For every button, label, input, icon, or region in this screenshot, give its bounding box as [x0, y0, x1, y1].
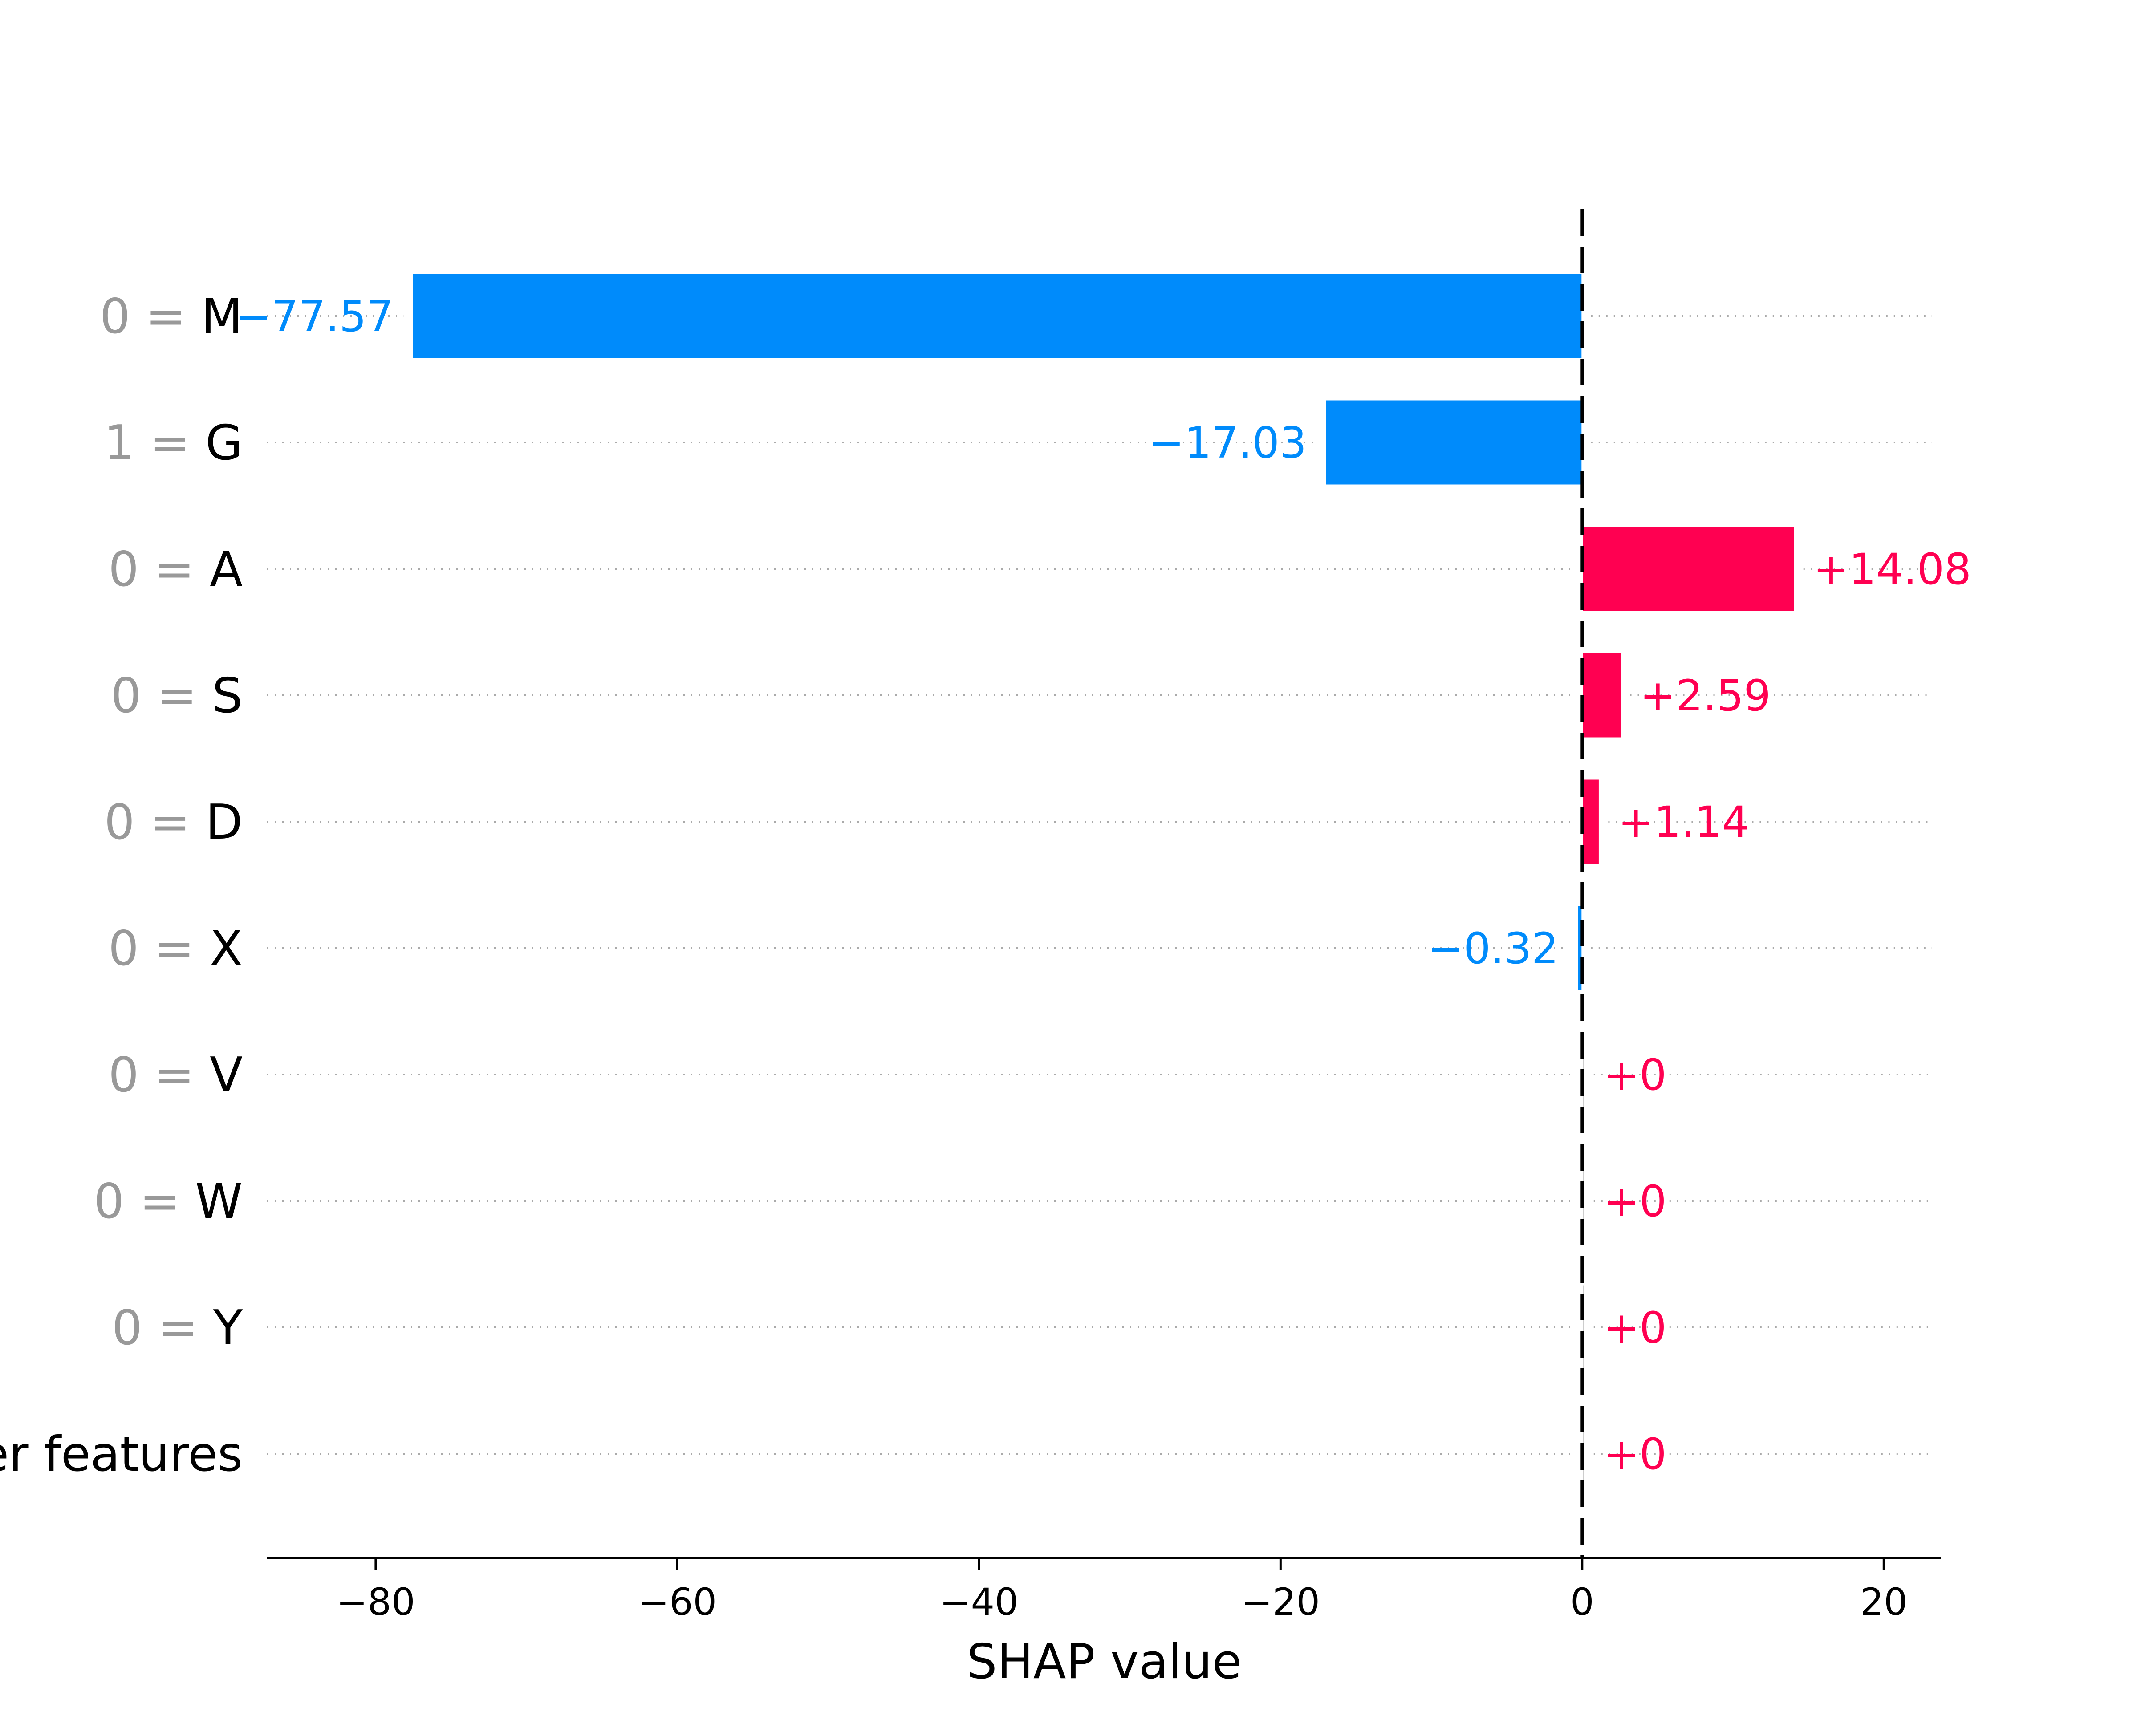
feature-value: 0 — [112, 1300, 142, 1356]
feature-value: 0 — [100, 289, 130, 345]
feature-value: 0 — [108, 921, 139, 977]
bars — [411, 272, 1796, 1497]
feature-label: 0 = V — [108, 1047, 243, 1103]
feature-name: er features — [0, 1427, 243, 1482]
feature-label: 0 = D — [104, 795, 243, 850]
value-label: −77.57 — [236, 292, 394, 341]
feature-label: 0 = M — [100, 289, 243, 345]
row-guides — [267, 315, 1932, 1455]
feature-name: A — [210, 542, 243, 597]
bar-x — [1576, 905, 1583, 992]
feature-label: 0 = W — [93, 1174, 243, 1229]
feature-name: S — [212, 668, 243, 724]
feature-value: 0 — [108, 542, 139, 597]
equals-sign: = — [139, 1047, 210, 1103]
feature-value: 0 — [111, 668, 142, 724]
feature-value: 0 — [108, 1047, 139, 1103]
equals-sign: = — [135, 795, 206, 850]
feature-name: V — [210, 1047, 243, 1103]
equals-sign: = — [139, 921, 210, 977]
value-label: +0 — [1604, 1050, 1667, 1100]
bar-m — [411, 272, 1583, 360]
feature-value: 0 — [93, 1174, 124, 1229]
feature-label: 0 = S — [111, 668, 243, 724]
x-tick-label: −40 — [939, 1580, 1018, 1624]
x-tick-label: −80 — [336, 1580, 415, 1624]
value-labels: −77.57 −17.03 +14.08 +2.59 +1.14 −0.32 +0 +0 +0 +… — [236, 292, 1971, 1479]
x-tick-label: 0 — [1570, 1580, 1594, 1624]
feature-label: 1 = G — [104, 415, 243, 471]
value-label: +0 — [1604, 1176, 1667, 1226]
equals-sign: = — [130, 289, 201, 345]
value-label: +0 — [1604, 1303, 1667, 1353]
feature-label: er features — [0, 1427, 243, 1482]
feature-value: 0 — [104, 795, 135, 850]
x-axis-title: SHAP value — [967, 1634, 1242, 1690]
feature-name: D — [206, 795, 243, 850]
feature-name: X — [210, 921, 243, 977]
bar-d — [1581, 778, 1600, 865]
value-label: −17.03 — [1149, 418, 1307, 468]
equals-sign: = — [142, 1300, 213, 1356]
bar-g — [1324, 399, 1583, 486]
feature-name: W — [195, 1174, 243, 1229]
equals-sign: = — [141, 668, 212, 724]
equals-sign: = — [134, 415, 205, 471]
feature-name: M — [201, 289, 243, 345]
feature-labels: 0 = M1 = G0 = A0 = S0 = D0 = X0 = V0 = W… — [0, 289, 243, 1482]
equals-sign: = — [124, 1174, 195, 1229]
value-label: +14.08 — [1813, 544, 1971, 594]
value-label: +0 — [1604, 1429, 1667, 1479]
equals-sign: = — [139, 542, 210, 597]
feature-label: 0 = A — [108, 542, 243, 597]
x-axis-ticks: −80 −60 −40 −20 0 20 — [336, 1558, 1908, 1624]
x-tick-label: 20 — [1860, 1580, 1908, 1624]
feature-label: 0 = X — [108, 921, 243, 977]
feature-name: G — [205, 415, 243, 471]
value-label: +1.14 — [1618, 797, 1749, 847]
feature-label: 0 = Y — [112, 1300, 243, 1356]
value-label: −0.32 — [1428, 924, 1559, 973]
bar-s — [1581, 652, 1622, 739]
feature-name: Y — [213, 1300, 243, 1356]
value-label: +2.59 — [1640, 671, 1771, 721]
feature-value: 1 — [104, 415, 134, 471]
bar-a — [1581, 525, 1796, 612]
x-tick-label: −60 — [638, 1580, 717, 1624]
x-tick-label: −20 — [1241, 1580, 1320, 1624]
